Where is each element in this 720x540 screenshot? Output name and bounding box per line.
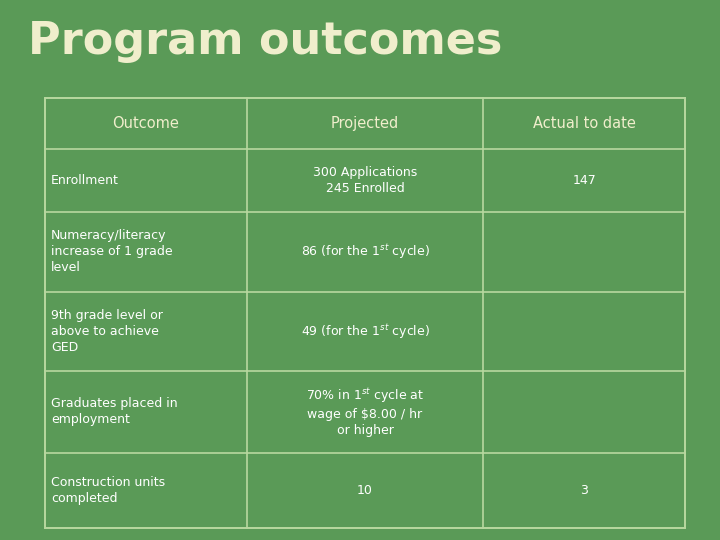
Text: 300 Applications
245 Enrolled: 300 Applications 245 Enrolled xyxy=(313,166,417,195)
Text: Program outcomes: Program outcomes xyxy=(28,20,503,63)
Text: Numeracy/literacy
increase of 1 grade
level: Numeracy/literacy increase of 1 grade le… xyxy=(51,229,173,274)
Text: 147: 147 xyxy=(572,174,596,187)
Text: 70% in 1$^{st}$ cycle at
wage of $8.00 / hr
or higher: 70% in 1$^{st}$ cycle at wage of $8.00 /… xyxy=(306,387,424,437)
Text: 9th grade level or
above to achieve
GED: 9th grade level or above to achieve GED xyxy=(51,309,163,354)
Text: 49 (for the 1$^{st}$ cycle): 49 (for the 1$^{st}$ cycle) xyxy=(300,322,429,341)
Text: Enrollment: Enrollment xyxy=(51,174,119,187)
Text: 10: 10 xyxy=(357,484,373,497)
Text: 3: 3 xyxy=(580,484,588,497)
Text: Projected: Projected xyxy=(331,116,399,131)
Text: Actual to date: Actual to date xyxy=(533,116,636,131)
Text: Outcome: Outcome xyxy=(112,116,179,131)
Text: 86 (for the 1$^{st}$ cycle): 86 (for the 1$^{st}$ cycle) xyxy=(300,242,429,261)
Bar xyxy=(45,98,685,528)
Text: Construction units
completed: Construction units completed xyxy=(51,476,165,505)
Text: Graduates placed in
employment: Graduates placed in employment xyxy=(51,397,178,427)
